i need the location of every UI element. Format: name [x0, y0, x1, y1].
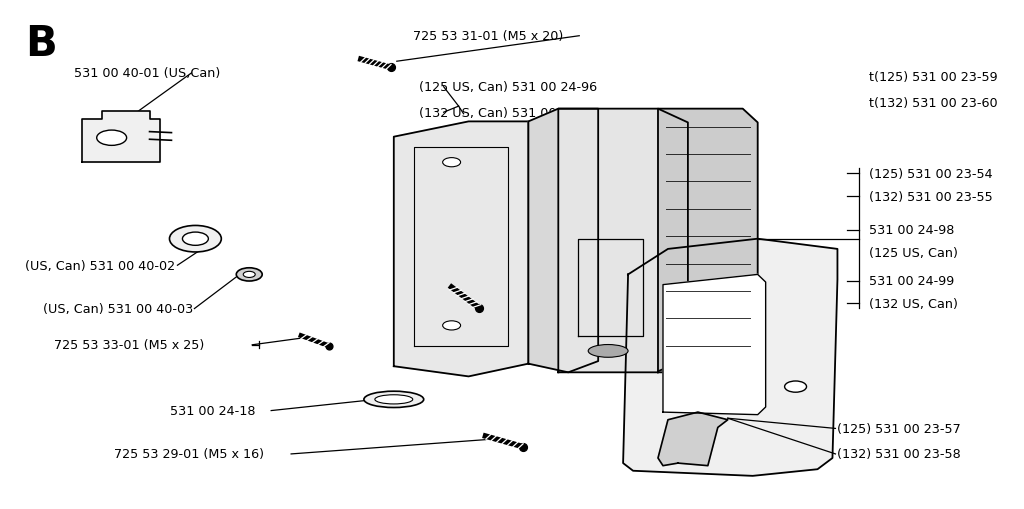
Polygon shape	[658, 412, 728, 466]
Ellipse shape	[588, 345, 628, 357]
Text: (125) 531 00 23-54: (125) 531 00 23-54	[869, 167, 993, 181]
Polygon shape	[82, 112, 160, 163]
Ellipse shape	[364, 391, 424, 408]
Circle shape	[784, 381, 807, 392]
Polygon shape	[394, 122, 528, 377]
Circle shape	[442, 158, 461, 167]
Text: (US, Can) 531 00 40-02: (US, Can) 531 00 40-02	[25, 259, 175, 272]
Circle shape	[182, 233, 208, 246]
Circle shape	[96, 131, 127, 146]
Text: 531 00 24-18: 531 00 24-18	[170, 404, 255, 417]
Ellipse shape	[375, 395, 413, 404]
Text: (132) 531 00 23-58: (132) 531 00 23-58	[838, 447, 962, 461]
Polygon shape	[658, 109, 758, 373]
Text: t(132) 531 00 23-60: t(132) 531 00 23-60	[869, 96, 998, 109]
Text: 531 00 23-56: 531 00 23-56	[544, 151, 629, 164]
Text: (132 US, Can): (132 US, Can)	[869, 297, 958, 310]
Text: t(125) 531 00 23-59: t(125) 531 00 23-59	[869, 71, 998, 84]
Polygon shape	[528, 109, 598, 373]
Circle shape	[442, 321, 461, 330]
Text: 531 00 24-98: 531 00 24-98	[869, 223, 954, 237]
Circle shape	[244, 272, 255, 278]
Text: (132) 531 00 23-55: (132) 531 00 23-55	[869, 190, 993, 204]
Text: 725 53 29-01 (M5 x 16): 725 53 29-01 (M5 x 16)	[115, 447, 264, 461]
Polygon shape	[663, 275, 766, 415]
Circle shape	[237, 268, 262, 281]
Text: (125 US, Can): (125 US, Can)	[869, 246, 958, 260]
Polygon shape	[558, 109, 688, 373]
Text: (132 US, Can) 531 00 24-97: (132 US, Can) 531 00 24-97	[419, 106, 598, 120]
Circle shape	[170, 226, 221, 252]
Text: 725 53 31-01 (M5 x 20): 725 53 31-01 (M5 x 20)	[414, 30, 563, 43]
Text: (125) 531 00 23-57: (125) 531 00 23-57	[838, 422, 962, 435]
Text: (125 US, Can) 531 00 24-96: (125 US, Can) 531 00 24-96	[420, 81, 598, 94]
Text: 725 53 33-01 (M5 x 25): 725 53 33-01 (M5 x 25)	[54, 338, 205, 352]
Text: (US, Can) 531 00 40-03: (US, Can) 531 00 40-03	[43, 302, 193, 316]
Text: B: B	[25, 23, 56, 65]
Text: 531 00 40-01 (US,Can): 531 00 40-01 (US,Can)	[75, 67, 221, 80]
Text: 531 00 24-99: 531 00 24-99	[869, 274, 954, 288]
Polygon shape	[623, 239, 838, 476]
